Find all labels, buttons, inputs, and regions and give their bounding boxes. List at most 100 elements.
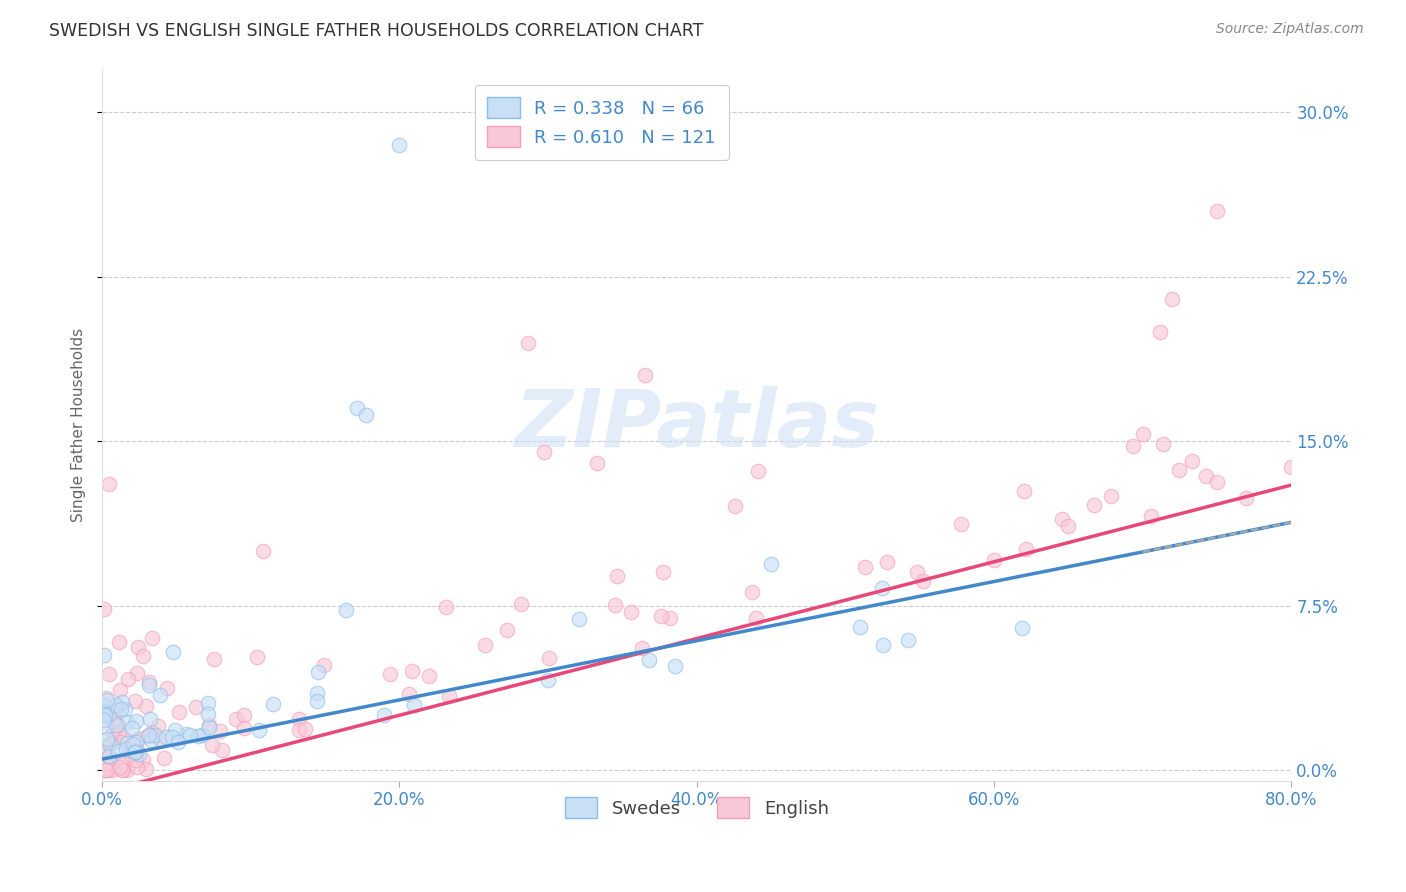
Point xyxy=(105,698,128,713)
Point xyxy=(112,763,135,777)
Text: Source: ZipAtlas.com: Source: ZipAtlas.com xyxy=(1216,22,1364,37)
Point xyxy=(138,728,160,742)
Point xyxy=(97,748,120,763)
Point xyxy=(1132,426,1154,441)
Point xyxy=(141,724,163,739)
Point xyxy=(97,477,120,491)
Point xyxy=(197,707,219,722)
Point xyxy=(93,739,115,754)
Point xyxy=(537,673,560,688)
Point xyxy=(418,669,440,683)
Point xyxy=(94,691,117,706)
Point xyxy=(1152,436,1174,450)
Point xyxy=(93,763,115,777)
Point xyxy=(848,620,870,634)
Point xyxy=(125,759,148,773)
Text: ZIPatlas: ZIPatlas xyxy=(515,385,879,464)
Point xyxy=(148,719,170,733)
Point xyxy=(870,581,893,595)
Point xyxy=(125,743,148,757)
Point xyxy=(747,464,769,478)
Point xyxy=(1161,292,1184,306)
Point xyxy=(568,612,591,626)
Point xyxy=(853,560,876,574)
Point xyxy=(197,696,219,710)
Point xyxy=(187,729,209,743)
Point xyxy=(103,714,125,728)
Point xyxy=(186,700,208,714)
Point xyxy=(983,553,1005,567)
Point xyxy=(378,666,401,681)
Point xyxy=(356,408,378,422)
Point xyxy=(107,725,129,739)
Point xyxy=(120,738,142,752)
Point xyxy=(96,731,118,746)
Point xyxy=(93,749,115,764)
Point xyxy=(876,555,898,569)
Point xyxy=(127,640,149,655)
Point xyxy=(149,732,172,747)
Point xyxy=(314,658,336,673)
Point xyxy=(125,735,148,749)
Point xyxy=(897,632,920,647)
Point xyxy=(93,763,115,777)
Point xyxy=(117,672,139,686)
Point xyxy=(335,603,357,617)
Point xyxy=(139,712,162,726)
Point xyxy=(115,736,138,750)
Point xyxy=(346,401,368,416)
Point xyxy=(162,645,184,659)
Point xyxy=(650,608,672,623)
Point xyxy=(97,706,120,721)
Point xyxy=(108,760,131,774)
Point xyxy=(436,599,458,614)
Point xyxy=(1012,483,1035,498)
Point xyxy=(111,763,134,777)
Point xyxy=(294,723,316,737)
Point xyxy=(124,745,146,759)
Point xyxy=(111,754,134,768)
Point xyxy=(872,638,894,652)
Point xyxy=(138,675,160,690)
Point xyxy=(1122,439,1144,453)
Point xyxy=(1167,463,1189,477)
Y-axis label: Single Father Households: Single Father Households xyxy=(72,327,86,522)
Point xyxy=(1050,512,1073,526)
Point xyxy=(1083,499,1105,513)
Point xyxy=(1181,453,1204,467)
Point xyxy=(198,721,221,735)
Point xyxy=(100,763,122,777)
Point xyxy=(510,597,533,611)
Point xyxy=(93,602,115,616)
Point xyxy=(132,648,155,663)
Point xyxy=(1014,542,1036,557)
Point xyxy=(537,651,560,665)
Point xyxy=(1099,489,1122,503)
Point xyxy=(98,737,121,751)
Point xyxy=(124,745,146,759)
Point xyxy=(1057,518,1080,533)
Point xyxy=(167,705,190,719)
Point xyxy=(135,699,157,714)
Point xyxy=(120,743,142,757)
Point xyxy=(606,569,628,583)
Point xyxy=(97,710,120,724)
Point xyxy=(388,138,411,153)
Point xyxy=(745,610,768,624)
Point xyxy=(105,702,128,716)
Point xyxy=(202,652,225,666)
Point xyxy=(96,763,118,777)
Point xyxy=(115,763,138,777)
Point xyxy=(103,731,125,745)
Point xyxy=(246,649,269,664)
Point xyxy=(93,713,115,727)
Point xyxy=(166,735,188,749)
Point xyxy=(437,690,460,704)
Point xyxy=(94,708,117,723)
Point xyxy=(110,702,132,716)
Point xyxy=(174,727,197,741)
Point xyxy=(125,753,148,767)
Point xyxy=(208,724,231,739)
Point xyxy=(122,737,145,751)
Point xyxy=(143,728,166,742)
